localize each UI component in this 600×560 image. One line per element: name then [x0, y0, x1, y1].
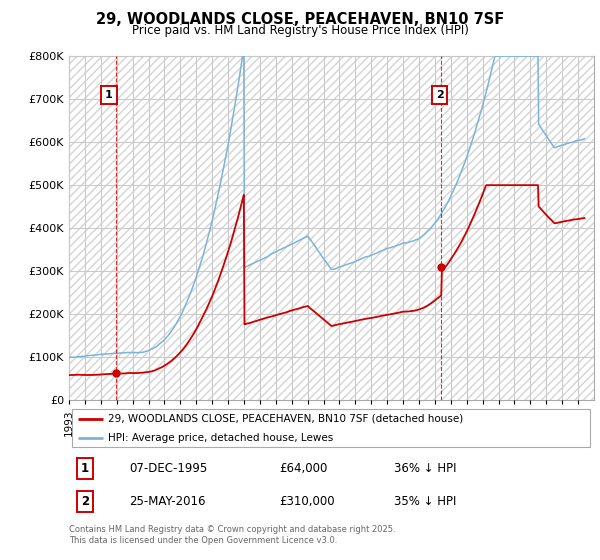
Text: 2: 2 — [80, 495, 89, 508]
Text: 29, WOODLANDS CLOSE, PEACEHAVEN, BN10 7SF: 29, WOODLANDS CLOSE, PEACEHAVEN, BN10 7S… — [96, 12, 504, 27]
Text: £310,000: £310,000 — [279, 495, 335, 508]
Text: 35% ↓ HPI: 35% ↓ HPI — [395, 495, 457, 508]
Text: HPI: Average price, detached house, Lewes: HPI: Average price, detached house, Lewe… — [109, 433, 334, 443]
Text: Price paid vs. HM Land Registry's House Price Index (HPI): Price paid vs. HM Land Registry's House … — [131, 24, 469, 36]
Text: 1: 1 — [105, 90, 113, 100]
Text: 25-MAY-2016: 25-MAY-2016 — [130, 495, 206, 508]
Text: Contains HM Land Registry data © Crown copyright and database right 2025.
This d: Contains HM Land Registry data © Crown c… — [69, 525, 395, 545]
FancyBboxPatch shape — [71, 409, 590, 447]
Text: £64,000: £64,000 — [279, 462, 328, 475]
Text: 07-DEC-1995: 07-DEC-1995 — [130, 462, 208, 475]
Text: 29, WOODLANDS CLOSE, PEACEHAVEN, BN10 7SF (detached house): 29, WOODLANDS CLOSE, PEACEHAVEN, BN10 7S… — [109, 414, 464, 424]
Text: 1: 1 — [80, 462, 89, 475]
Text: 36% ↓ HPI: 36% ↓ HPI — [395, 462, 457, 475]
Text: 2: 2 — [436, 90, 443, 100]
